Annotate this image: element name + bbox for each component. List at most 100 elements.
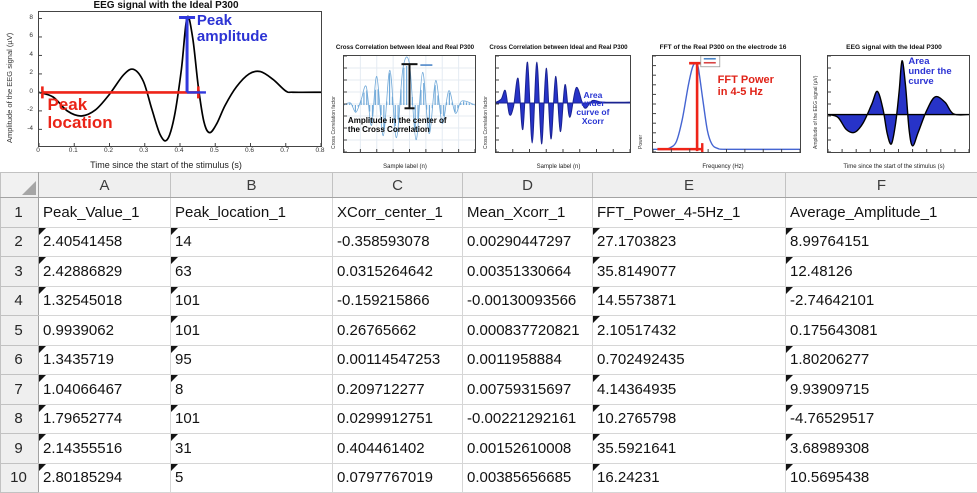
cell-A4[interactable]: 1.32545018 xyxy=(39,286,171,316)
cell-B3[interactable]: 63 xyxy=(171,257,333,287)
column-header-D[interactable]: D xyxy=(463,173,593,198)
row-header-7[interactable]: 7 xyxy=(1,375,39,405)
cell-F7[interactable]: 9.93909715 xyxy=(786,375,977,405)
chart-xcorr-stem: Cross Correlation between Ideal and Real… xyxy=(330,44,480,170)
y-axis-label: Cross Correlation factor xyxy=(331,96,337,149)
cell-E5[interactable]: 2.10517432 xyxy=(593,316,786,346)
cell-B10[interactable]: 5 xyxy=(171,463,333,493)
column-header-A[interactable]: A xyxy=(39,173,171,198)
row-header-3[interactable]: 3 xyxy=(1,257,39,287)
chart-title: FFT of the Real P300 on the electrode 16 xyxy=(637,44,809,51)
cell-A9[interactable]: 2.14355516 xyxy=(39,434,171,464)
select-all-corner[interactable] xyxy=(1,173,39,198)
cell-C10[interactable]: 0.0797767019 xyxy=(333,463,463,493)
cell-E4[interactable]: 14.5573871 xyxy=(593,286,786,316)
row-header-2[interactable]: 2 xyxy=(1,227,39,257)
cell-D8[interactable]: -0.00221292161 xyxy=(463,404,593,434)
cell-C2[interactable]: -0.358593078 xyxy=(333,227,463,257)
cell-B4[interactable]: 101 xyxy=(171,286,333,316)
column-header-F[interactable]: F xyxy=(786,173,977,198)
row-header-5[interactable]: 5 xyxy=(1,316,39,346)
cell-F9[interactable]: 3.68989308 xyxy=(786,434,977,464)
cell-text: 31 xyxy=(175,440,192,457)
cell-B7[interactable]: 8 xyxy=(171,375,333,405)
row-header-6[interactable]: 6 xyxy=(1,345,39,375)
x-tick-label: 0 xyxy=(36,147,40,154)
cell-E7[interactable]: 4.14364935 xyxy=(593,375,786,405)
cell-B9[interactable]: 31 xyxy=(171,434,333,464)
cell-text: 1.79652774 xyxy=(43,410,122,427)
column-header-E[interactable]: E xyxy=(593,173,786,198)
column-header-C[interactable]: C xyxy=(333,173,463,198)
cell-E9[interactable]: 35.5921641 xyxy=(593,434,786,464)
cell-flag-icon xyxy=(786,228,793,235)
cell-A5[interactable]: 0.9939062 xyxy=(39,316,171,346)
row-header-1[interactable]: 1 xyxy=(1,198,39,228)
cell-F4[interactable]: -2.74642101 xyxy=(786,286,977,316)
row-header-8[interactable]: 8 xyxy=(1,404,39,434)
cell-A7[interactable]: 1.04066467 xyxy=(39,375,171,405)
cell-E8[interactable]: 10.2765798 xyxy=(593,404,786,434)
cell-D3[interactable]: 0.00351330664 xyxy=(463,257,593,287)
cell-D2[interactable]: 0.00290447297 xyxy=(463,227,593,257)
row-header-10[interactable]: 10 xyxy=(1,463,39,493)
cell-text: Peak_Value_1 xyxy=(43,204,139,221)
cell-text: 8.99764151 xyxy=(790,233,869,250)
cell-text: 4.14364935 xyxy=(597,381,676,398)
row-header-4[interactable]: 4 xyxy=(1,286,39,316)
cell-F8[interactable]: -4.76529517 xyxy=(786,404,977,434)
cell-A10[interactable]: 2.80185294 xyxy=(39,463,171,493)
chart-annotation: Area under curve of Xcorr xyxy=(576,91,609,127)
cell-flag-icon xyxy=(593,228,600,235)
column-header-B[interactable]: B xyxy=(171,173,333,198)
cell-text: 14.5573871 xyxy=(597,292,676,309)
cell-C1[interactable]: XCorr_center_1 xyxy=(333,198,463,228)
cell-text: 0.404461402 xyxy=(337,440,425,457)
cell-A3[interactable]: 2.42886829 xyxy=(39,257,171,287)
cell-E2[interactable]: 27.1703823 xyxy=(593,227,786,257)
cell-C8[interactable]: 0.0299912751 xyxy=(333,404,463,434)
cell-E1[interactable]: FFT_Power_4-5Hz_1 xyxy=(593,198,786,228)
cell-F5[interactable]: 0.175643081 xyxy=(786,316,977,346)
cell-D10[interactable]: 0.00385656685 xyxy=(463,463,593,493)
cell-A2[interactable]: 2.40541458 xyxy=(39,227,171,257)
cell-D4[interactable]: -0.00130093566 xyxy=(463,286,593,316)
cell-C4[interactable]: -0.159215866 xyxy=(333,286,463,316)
cell-E3[interactable]: 35.8149077 xyxy=(593,257,786,287)
cell-C5[interactable]: 0.26765662 xyxy=(333,316,463,346)
cell-F3[interactable]: 12.48126 xyxy=(786,257,977,287)
cell-C3[interactable]: 0.0315264642 xyxy=(333,257,463,287)
row-header-9[interactable]: 9 xyxy=(1,434,39,464)
cell-text: 35.5921641 xyxy=(597,440,676,457)
cell-F1[interactable]: Average_Amplitude_1 xyxy=(786,198,977,228)
cell-B8[interactable]: 101 xyxy=(171,404,333,434)
cell-F10[interactable]: 10.5695438 xyxy=(786,463,977,493)
cell-C7[interactable]: 0.209712277 xyxy=(333,375,463,405)
cell-B2[interactable]: 14 xyxy=(171,227,333,257)
cell-E10[interactable]: 16.24231 xyxy=(593,463,786,493)
cell-D7[interactable]: 0.00759315697 xyxy=(463,375,593,405)
cell-B5[interactable]: 101 xyxy=(171,316,333,346)
cell-D5[interactable]: 0.000837720821 xyxy=(463,316,593,346)
cell-D6[interactable]: 0.0011958884 xyxy=(463,345,593,375)
cell-C6[interactable]: 0.00114547253 xyxy=(333,345,463,375)
cell-B1[interactable]: Peak_location_1 xyxy=(171,198,333,228)
cell-E6[interactable]: 0.702492435 xyxy=(593,345,786,375)
cell-flag-icon xyxy=(593,434,600,441)
cell-D1[interactable]: Mean_Xcorr_1 xyxy=(463,198,593,228)
cell-F6[interactable]: 1.80206277 xyxy=(786,345,977,375)
cell-B6[interactable]: 95 xyxy=(171,345,333,375)
cell-text: 10.2765798 xyxy=(597,410,676,427)
cell-D9[interactable]: 0.00152610008 xyxy=(463,434,593,464)
cell-F2[interactable]: 8.99764151 xyxy=(786,227,977,257)
cell-flag-icon xyxy=(593,287,600,294)
cell-A8[interactable]: 1.79652774 xyxy=(39,404,171,434)
cell-text: 0.00114547253 xyxy=(337,351,440,368)
cell-C9[interactable]: 0.404461402 xyxy=(333,434,463,464)
cell-A6[interactable]: 1.3435719 xyxy=(39,345,171,375)
x-axis-label: Sample label (n) xyxy=(330,164,480,170)
cell-A1[interactable]: Peak_Value_1 xyxy=(39,198,171,228)
y-axis-label: Cross Correlation factor xyxy=(483,96,489,149)
